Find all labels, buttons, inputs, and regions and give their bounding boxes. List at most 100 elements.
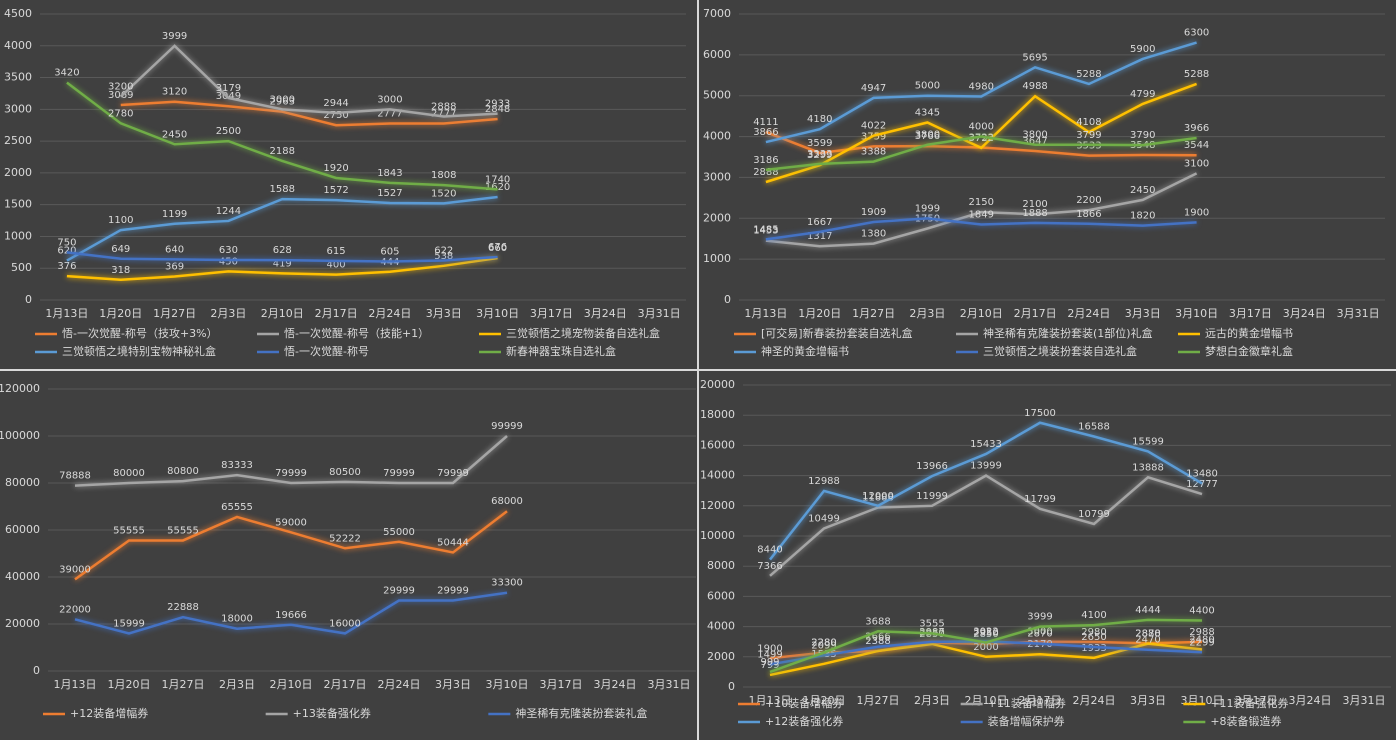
data-label: 4444 bbox=[1135, 605, 1160, 616]
data-label: 4400 bbox=[1189, 606, 1214, 617]
y-tick-label: 16000 bbox=[700, 438, 735, 451]
y-tick-label: 1000 bbox=[4, 229, 32, 242]
data-label: 2099 bbox=[811, 640, 836, 651]
x-tick-label: 3月3日 bbox=[1125, 307, 1161, 320]
data-label: 8440 bbox=[757, 545, 782, 556]
data-label: 1999 bbox=[915, 203, 940, 214]
data-label: 17500 bbox=[1024, 408, 1056, 419]
data-label: 1667 bbox=[807, 217, 832, 228]
data-label: 2100 bbox=[1022, 199, 1047, 210]
data-label: 2750 bbox=[323, 110, 348, 121]
y-tick-label: 500 bbox=[11, 261, 32, 274]
x-tick-label: 2月3日 bbox=[219, 678, 255, 691]
y-tick-label: 3000 bbox=[703, 170, 731, 183]
series-line bbox=[769, 618, 1203, 674]
data-label: 15999 bbox=[113, 618, 145, 629]
data-label: 628 bbox=[273, 245, 292, 256]
data-label: 2950 bbox=[973, 627, 998, 638]
y-tick-label: 40000 bbox=[5, 570, 40, 583]
data-label: 2299 bbox=[1189, 637, 1214, 648]
series-line bbox=[769, 474, 1203, 577]
data-label: 50444 bbox=[437, 537, 469, 548]
series-line bbox=[765, 41, 1197, 144]
x-tick-label: 3月17日 bbox=[540, 678, 583, 691]
data-label: 3800 bbox=[1022, 130, 1047, 141]
data-label: 538 bbox=[434, 251, 453, 262]
x-tick-label: 2月24日 bbox=[1073, 694, 1116, 707]
data-label: 4980 bbox=[969, 82, 994, 93]
x-tick-label: 1月20日 bbox=[108, 678, 151, 691]
series-line bbox=[765, 172, 1198, 248]
y-tick-label: 2000 bbox=[4, 166, 32, 179]
data-label: 80800 bbox=[167, 466, 199, 477]
legend-label: 神圣的黄金增幅书 bbox=[761, 344, 849, 358]
y-tick-label: 4500 bbox=[4, 7, 32, 20]
x-tick-label: 3月31日 bbox=[1337, 307, 1380, 320]
x-tick-label: 3月3日 bbox=[426, 307, 462, 320]
data-label: 5695 bbox=[1022, 52, 1047, 63]
data-label: 419 bbox=[273, 258, 292, 269]
data-label: 1900 bbox=[757, 643, 782, 654]
legend-label: +11装备强化券 bbox=[1210, 696, 1288, 710]
data-label: 2777 bbox=[431, 109, 456, 120]
data-label: 2000 bbox=[973, 642, 998, 653]
data-label: 5288 bbox=[1076, 69, 1101, 80]
x-tick-label: 3月17日 bbox=[530, 307, 573, 320]
data-label: 1920 bbox=[323, 163, 348, 174]
chart-panel: 0 20000 40000 60000 80000 100000 120000 1月13日 1月… bbox=[0, 371, 697, 740]
data-label: 2480 bbox=[1189, 635, 1214, 646]
x-tick-label: 3月24日 bbox=[1283, 307, 1326, 320]
data-label: 2280 bbox=[811, 638, 836, 649]
x-tick-label: 1月13日 bbox=[45, 307, 88, 320]
data-label: 80000 bbox=[113, 468, 145, 479]
legend-label: 神圣稀有克隆装扮套装礼盒 bbox=[515, 706, 647, 720]
legend-label: [可交易]新春装扮套装自选礼盒 bbox=[761, 326, 913, 340]
x-tick-label: 1月27日 bbox=[162, 678, 205, 691]
y-tick-label: 4000 bbox=[703, 130, 731, 143]
chart-panel: 0 2000 4000 6000 8000 10000 12000 14000 16000 180… bbox=[699, 371, 1396, 740]
data-label: 79999 bbox=[437, 468, 469, 479]
data-label: 1499 bbox=[757, 649, 782, 660]
data-label: 1527 bbox=[377, 188, 402, 199]
x-tick-label: 2月10日 bbox=[270, 678, 313, 691]
data-label: 3000 bbox=[1027, 627, 1052, 638]
data-label: 10799 bbox=[1078, 509, 1110, 520]
data-label: 4022 bbox=[861, 121, 886, 132]
data-label: 1317 bbox=[807, 231, 832, 242]
data-label: 1588 bbox=[270, 184, 295, 195]
series-line bbox=[66, 195, 498, 262]
data-label: 1849 bbox=[969, 209, 994, 220]
x-tick-label: 3月17日 bbox=[1235, 694, 1278, 707]
data-label: 12777 bbox=[1186, 479, 1218, 490]
data-label: 400 bbox=[327, 260, 346, 271]
data-label: 376 bbox=[57, 261, 76, 272]
data-label: 3999 bbox=[1027, 612, 1052, 623]
x-tick-label: 1月13日 bbox=[54, 678, 97, 691]
y-tick-label: 8000 bbox=[707, 559, 735, 572]
data-label: 318 bbox=[111, 265, 130, 276]
y-tick-label: 12000 bbox=[700, 499, 735, 512]
data-label: 3733 bbox=[969, 132, 994, 143]
data-label: 18000 bbox=[221, 614, 253, 625]
data-label: 79999 bbox=[275, 468, 307, 479]
legend-label: 梦想白金徽章礼盒 bbox=[1205, 344, 1293, 358]
data-label: 16000 bbox=[329, 618, 361, 629]
y-tick-label: 7000 bbox=[703, 7, 731, 20]
data-label: 369 bbox=[165, 262, 184, 273]
data-label: 1520 bbox=[431, 188, 456, 199]
x-tick-label: 3月3日 bbox=[435, 678, 471, 691]
series-line bbox=[120, 100, 498, 127]
data-label: 1572 bbox=[323, 185, 348, 196]
data-label: 3599 bbox=[807, 138, 832, 149]
data-label: 4180 bbox=[807, 114, 832, 125]
data-label: 2150 bbox=[969, 197, 994, 208]
data-label: 2777 bbox=[377, 109, 402, 120]
data-label: 13966 bbox=[916, 461, 948, 472]
series-line bbox=[74, 435, 508, 487]
y-tick-label: 0 bbox=[728, 680, 735, 693]
x-tick-label: 3月31日 bbox=[648, 678, 691, 691]
data-label: 2944 bbox=[323, 98, 348, 109]
y-tick-label: 5000 bbox=[703, 89, 731, 102]
data-label: 2848 bbox=[485, 104, 510, 115]
data-label: 2650 bbox=[1081, 632, 1106, 643]
